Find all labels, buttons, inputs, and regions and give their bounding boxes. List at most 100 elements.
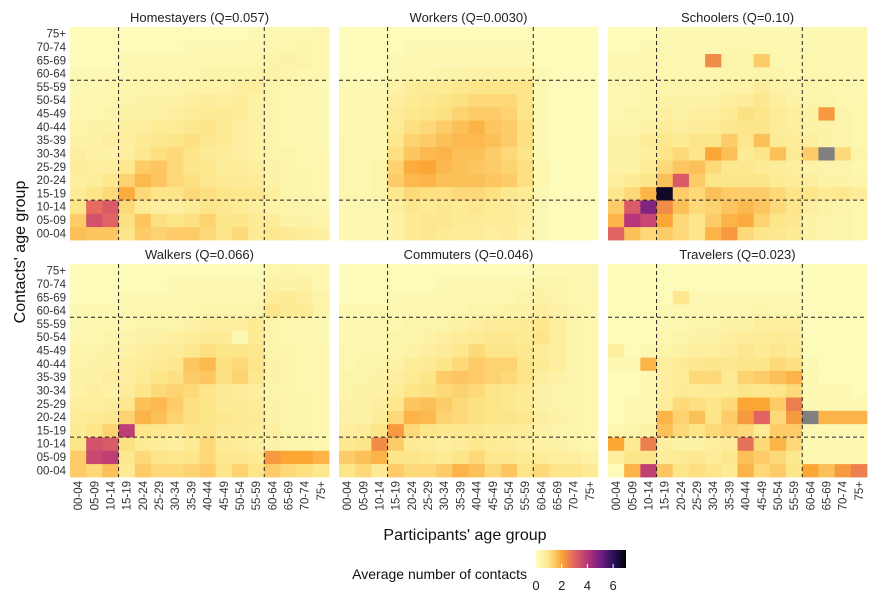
heatmap-cell [549,357,567,371]
heatmap-cell [818,93,836,108]
heatmap-cell [296,343,314,358]
heatmap-cell [484,186,502,201]
heatmap-cell [70,93,87,108]
heatmap-cell [850,277,868,292]
heatmap-cell [312,186,330,201]
heatmap-cell [769,53,787,68]
heatmap-cell [500,146,518,161]
heatmap-cell [355,383,372,398]
heatmap-cell [248,186,265,201]
heatmap-cell [150,383,168,398]
heatmap-cell [231,343,249,358]
heatmap-cell [581,303,599,318]
heatmap-cell [500,40,518,55]
heatmap-cell [565,40,583,55]
heatmap-cell [468,80,486,94]
legend-title: Average number of contacts [352,566,527,582]
heatmap-cell [231,370,249,385]
heatmap-cell [167,450,184,465]
heatmap-cell [312,66,330,81]
heatmap-cell [86,264,103,278]
heatmap-cell [818,213,836,228]
heatmap-cell [624,397,641,411]
heatmap-cell [419,53,437,68]
heatmap-cell [452,383,469,398]
heatmap-cell [737,264,755,278]
heatmap-cell [533,330,550,345]
heatmap-cell [737,133,755,148]
heatmap-cell [70,437,87,451]
heatmap-cell [753,53,771,68]
heatmap-cell [737,463,755,478]
heatmap-cell [624,213,641,228]
heatmap-cell [533,186,550,201]
heatmap-cell [705,80,722,94]
heatmap-cell [231,290,249,305]
heatmap-cell [419,93,437,108]
heatmap-cell [786,357,803,371]
x-tick-label: 65-69 [284,481,296,510]
heatmap-cell [264,383,281,398]
heatmap-cell [818,397,836,411]
heatmap-cell [802,146,819,161]
heatmap-cell [608,317,625,331]
heatmap-cell [134,303,152,318]
heatmap-cell [452,317,469,331]
x-axis-label: Participants' age group [383,527,546,544]
y-tick-label: 45-49 [37,109,66,121]
heatmap-cell [371,357,388,371]
heatmap-cell [134,450,152,465]
heatmap-cell [672,146,690,161]
heatmap-cell [786,106,803,121]
heatmap-cell [264,370,281,385]
heatmap-cell [248,437,265,451]
heatmap-cell [150,53,168,68]
heatmap-cell [70,450,87,465]
heatmap-cell [452,437,469,451]
heatmap-cell [802,277,819,292]
heatmap-cell [769,277,787,292]
heatmap-cell [500,106,518,121]
heatmap-cell [533,66,550,81]
heatmap-cell [452,226,469,241]
y-tick-label: 55-59 [37,319,66,331]
heatmap-cell [86,277,103,292]
heatmap-cell [355,186,372,201]
heatmap-cell [199,146,217,161]
heatmap-cell [672,450,690,465]
heatmap-cell [769,450,787,465]
heatmap-cell [484,397,502,411]
heatmap-cell [737,200,755,214]
heatmap-cell [802,80,819,94]
heatmap-cell [280,53,298,68]
heatmap-cell [802,397,819,411]
heatmap-cell [672,463,690,478]
heatmap-cell [70,226,87,241]
x-tick-label: 15-19 [122,481,134,510]
heatmap-cell [608,226,625,241]
heatmap-cell [737,303,755,318]
heatmap-cell [199,160,217,174]
heatmap-cell [312,40,330,55]
heatmap-cell [355,200,372,214]
heatmap-cell [705,397,722,411]
heatmap-cell [533,146,550,161]
heatmap-cell [264,186,281,201]
heatmap-cell [436,330,453,345]
x-tick-label: 15-19 [391,481,403,510]
heatmap-cell [818,330,836,345]
heatmap-cell [215,410,233,425]
heatmap-cell [403,410,421,425]
heatmap-cell [500,423,518,438]
x-tick-label: 55-59 [789,481,801,510]
heatmap-cell [721,277,738,292]
heatmap-cell [371,200,388,214]
heatmap-cell [769,370,787,385]
heatmap-cell [199,303,217,318]
heatmap-cell [608,383,625,398]
heatmap-cell [296,53,314,68]
heatmap-cell [296,160,314,174]
heatmap-cell [500,160,518,174]
x-tick-label: 00-04 [611,480,623,510]
heatmap-cell [737,437,755,451]
